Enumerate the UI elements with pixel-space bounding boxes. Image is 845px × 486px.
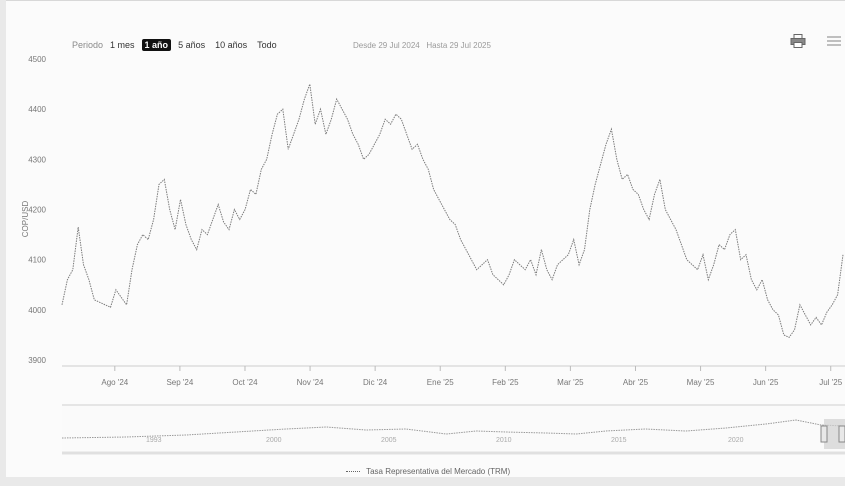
x-tick-label: Abr '25 [623,378,649,387]
navigator-year-label: 2005 [381,437,397,444]
zoom-10-years-button[interactable]: 10 años [215,40,248,50]
y-axis: 3900 4000 4100 4200 4300 4400 4500 [28,55,46,365]
zoom-1-month-button[interactable]: 1 mes [110,40,135,50]
y-tick-label: 4300 [28,155,46,164]
menu-icon[interactable] [824,33,844,49]
legend-swatch [346,471,360,473]
navigator-series-line [61,419,845,439]
range-selector: Periodo 1 mes 1 año 5 años 10 años Todo [72,39,280,51]
navigator-handle-left[interactable] [820,425,828,443]
legend-label: Tasa Representativa del Mercado (TRM) [366,467,511,476]
to-label: Hasta [426,41,448,50]
navigator-year-label: 1993 [146,437,162,444]
y-axis-title: COP/USD [21,201,30,238]
navigator-area[interactable] [62,406,845,450]
navigator-year-label: 2020 [728,437,744,444]
x-tick-label: Mar '25 [557,378,584,387]
navigator-handle-right[interactable] [838,425,845,443]
zoom-5-years-button[interactable]: 5 años [178,40,206,50]
x-tick-label: Sep '24 [166,378,193,387]
y-tick-label: 3900 [28,356,46,365]
x-tick-label: Ago '24 [101,378,128,387]
navigator-year-labels: 1993 2000 2005 2010 2015 2020 [146,437,744,444]
x-tick-label: Ene '25 [427,378,454,387]
x-tick-label: Nov '24 [297,378,324,387]
zoom-all-button[interactable]: Todo [257,40,277,50]
navigator-year-label: 2010 [496,437,512,444]
y-tick-label: 4200 [28,206,46,215]
y-tick-label: 4400 [28,105,46,114]
navigator-year-label: 2000 [266,437,282,444]
y-tick-label: 4000 [28,306,46,315]
chart-plot: COP/USD 3900 4000 4100 4200 4300 4400 4500 Ago… [21,55,845,455]
trm-series-line [61,83,844,339]
to-date-input[interactable]: 29 Jul 2025 [449,41,491,50]
x-tick-label: Feb '25 [492,378,519,387]
legend[interactable]: Tasa Representativa del Mercado (TRM) [346,467,510,476]
navigator-year-label: 2015 [611,437,627,444]
chart-container: Periodo 1 mes 1 año 5 años 10 años Todo … [6,0,845,477]
from-label: Desde [353,41,377,50]
date-range: Desde 29 Jul 2024 Hasta 29 Jul 2025 [353,41,491,50]
x-tick-label: Dic '24 [363,378,388,387]
from-date-input[interactable]: 29 Jul 2024 [378,41,420,50]
x-tick-label: May '25 [687,378,715,387]
zoom-1-year-button[interactable]: 1 año [141,39,172,51]
period-label: Periodo [72,40,104,50]
x-tick-label: Jul '25 [819,378,842,387]
x-axis: Ago '24 Sep '24 Oct '24 Nov '24 Dic '24 Ene '… [101,366,843,387]
printer-icon[interactable] [790,34,806,48]
x-tick-label: Jun '25 [753,378,779,387]
y-tick-label: 4100 [28,256,46,265]
y-tick-label: 4500 [28,55,46,64]
x-tick-label: Oct '24 [232,378,258,387]
